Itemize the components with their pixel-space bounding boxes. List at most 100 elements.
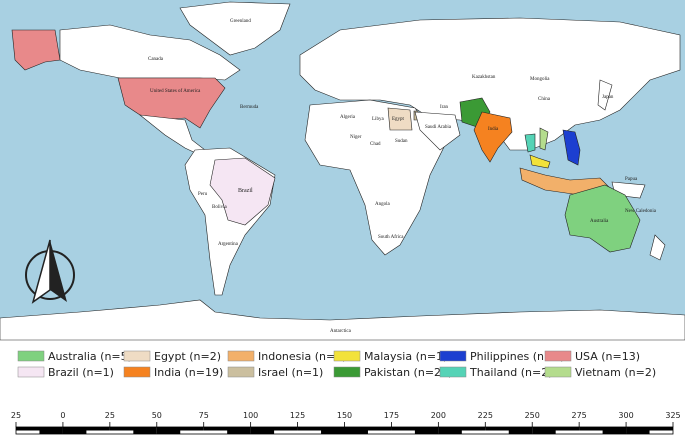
legend-swatch — [227, 350, 255, 362]
map-label: Bermuda — [240, 105, 259, 110]
scale-tick-label: 0 — [60, 411, 65, 420]
scale-tick-label: 325 — [665, 411, 680, 420]
scale-segment — [16, 427, 63, 431]
map-labels: Greenland Canada United States of Americ… — [148, 19, 657, 334]
greenland — [179, 1, 291, 56]
map-label: Algeria — [340, 115, 356, 120]
scale-tick-label: 25 — [105, 411, 115, 420]
japan-shape — [597, 79, 613, 111]
legend-swatch — [439, 366, 467, 378]
scale-segment — [532, 430, 556, 434]
scale-segment — [508, 430, 533, 434]
map-label: Iran — [440, 105, 449, 110]
map-label: Mongolia — [530, 77, 550, 82]
scale-segment — [438, 430, 462, 434]
map-label: Bolivia — [212, 205, 228, 210]
antarctica — [0, 299, 685, 341]
scale-tick-label: 25 — [11, 411, 21, 420]
map-label: India — [488, 127, 499, 132]
scale-segment — [579, 427, 627, 431]
scale-segment — [602, 430, 627, 434]
legend-label: Brazil (n=1) — [48, 366, 114, 379]
arabia — [414, 111, 461, 151]
vietnam — [539, 127, 549, 151]
scale-tick-label: 100 — [243, 411, 258, 420]
map-label: South Africa — [378, 235, 404, 240]
map-label: Angola — [375, 202, 391, 207]
legend-label: Philippines (n=4) — [470, 350, 565, 363]
legend-swatch — [333, 366, 361, 378]
scale-segment — [133, 430, 157, 434]
map-label: Sudan — [395, 139, 408, 144]
scale-segment — [532, 427, 580, 431]
scale-tick-label: 175 — [384, 411, 399, 420]
scale-tick-label: 250 — [525, 411, 540, 420]
map-label: Niger — [350, 135, 362, 140]
scale-tick-label: 75 — [199, 411, 209, 420]
scale-segment — [250, 430, 275, 434]
legend-label: Vietnam (n=2) — [575, 366, 656, 379]
legend-swatch — [17, 366, 45, 378]
legend-label: USA (n=13) — [575, 350, 640, 363]
legend-label: Israel (n=1) — [258, 366, 323, 379]
legend-swatch — [227, 366, 255, 378]
scale-tick-label: 150 — [337, 411, 352, 420]
malaysia — [529, 154, 551, 169]
scale-segment — [626, 430, 650, 434]
scale-segment — [297, 427, 345, 431]
scale-segment — [62, 430, 87, 434]
scale-segment — [344, 430, 368, 434]
scale-tick-label: 275 — [572, 411, 587, 420]
scale-segment — [321, 430, 345, 434]
legend-swatch — [17, 350, 45, 362]
scale-bar: 25 0 25 50 75 100 125 150 175 200 225 250 275 300 325 — [11, 411, 681, 435]
thailand — [524, 133, 536, 153]
scale-tick-label: 50 — [152, 411, 162, 420]
legend-swatch — [544, 366, 572, 378]
scale-segment — [156, 430, 181, 434]
alaska — [11, 29, 61, 71]
legend-swatch — [123, 366, 151, 378]
map-label: China — [538, 97, 551, 102]
map-label: Australia — [590, 219, 609, 224]
map-label: Antarctica — [330, 329, 352, 334]
legend: Australia (n=5) Brazil (n=1) Egypt (n=2) In… — [17, 350, 656, 379]
map-label: New Caledonia — [625, 209, 657, 214]
scale-segment — [391, 427, 439, 431]
map-label: Egypt — [392, 117, 405, 122]
map-label: Kazakhstan — [472, 75, 496, 80]
scale-segment — [250, 427, 298, 431]
new-zealand — [649, 234, 666, 261]
legend-label: India (n=19) — [154, 366, 223, 379]
legend-swatch — [333, 350, 361, 362]
india — [473, 111, 513, 163]
scale-segment — [438, 427, 486, 431]
map-label: United States of America — [150, 89, 201, 94]
scale-tick-label: 200 — [431, 411, 446, 420]
legend-label: Pakistan (n=29) — [364, 366, 452, 379]
legend-label: Egypt (n=2) — [154, 350, 221, 363]
legend-swatch — [439, 350, 467, 362]
north-arrow — [25, 239, 75, 304]
map-label: Canada — [148, 57, 164, 62]
map-label: Brazil — [238, 188, 253, 194]
map-label: Saudi Arabia — [425, 125, 452, 130]
scale-segment — [227, 430, 251, 434]
scale-segment — [156, 427, 204, 431]
brazil — [209, 157, 276, 226]
map-label: Chad — [370, 142, 381, 147]
egypt — [387, 107, 413, 131]
scale-segment — [203, 427, 251, 431]
scale-segment — [414, 430, 439, 434]
map-label: Argentina — [218, 242, 239, 247]
legend-label: Indonesia (n=3) — [258, 350, 346, 363]
map-label: Greenland — [230, 19, 251, 24]
map-label: Papua — [625, 177, 638, 182]
legend-label: Australia (n=5) — [48, 350, 132, 363]
scale-segment — [485, 427, 533, 431]
land — [0, 1, 685, 341]
map-label: Japan — [602, 95, 614, 100]
philippines — [562, 129, 581, 166]
map-label: Libya — [372, 117, 384, 122]
